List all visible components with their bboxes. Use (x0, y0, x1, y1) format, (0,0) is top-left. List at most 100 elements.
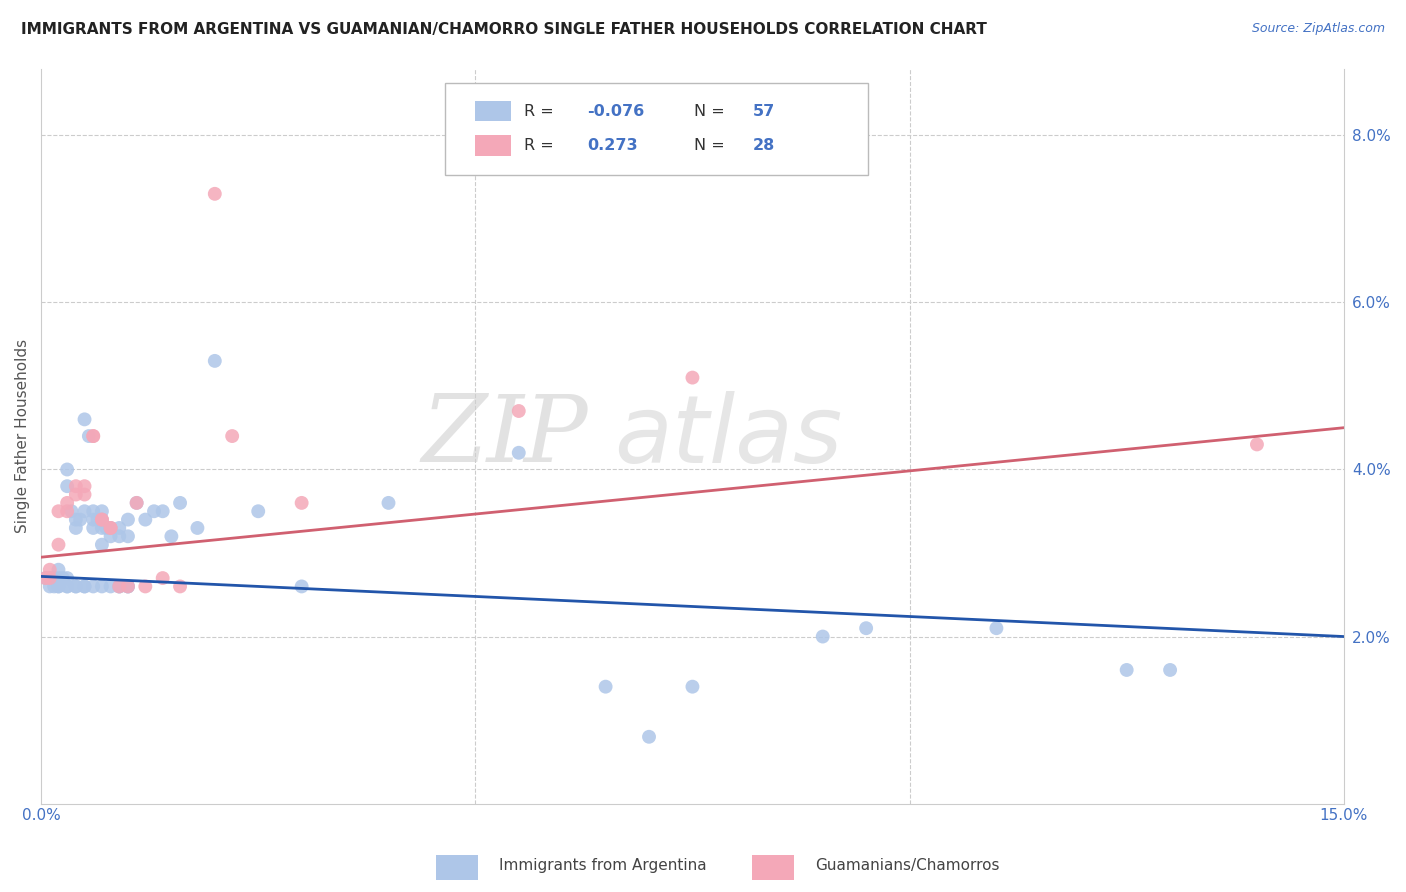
Point (56, 579, 79, 593)
Point (811, 630, 834, 644)
Point (681, 680, 703, 694)
Point (82, 429, 104, 443)
Point (100, 579, 122, 593)
Text: N =: N = (693, 103, 730, 119)
Point (38, 563, 60, 577)
Point (595, 680, 617, 694)
Point (82, 504, 104, 518)
Point (100, 521, 122, 535)
Point (108, 579, 131, 593)
Text: R =: R = (524, 138, 560, 153)
Point (100, 529, 122, 543)
Text: R =: R = (524, 103, 560, 119)
Point (508, 446, 530, 460)
Point (65, 579, 87, 593)
Point (44, 571, 66, 585)
Text: IMMIGRANTS FROM ARGENTINA VS GUAMANIAN/CHAMORRO SINGLE FATHER HOUSEHOLDS CORRELA: IMMIGRANTS FROM ARGENTINA VS GUAMANIAN/C… (21, 22, 987, 37)
Point (65, 521, 87, 535)
Point (108, 579, 131, 593)
Text: Guamanians/Chamorros: Guamanians/Chamorros (815, 858, 1000, 872)
Point (90, 579, 112, 593)
Point (117, 513, 139, 527)
Point (48, 579, 70, 593)
Point (52, 571, 75, 585)
Point (73, 579, 96, 593)
Point (90, 513, 112, 527)
Point (125, 496, 148, 510)
FancyBboxPatch shape (444, 83, 869, 175)
Point (34, 571, 56, 585)
Point (38, 571, 60, 585)
Point (56, 462, 79, 476)
Point (56, 571, 79, 585)
Point (48, 538, 70, 552)
Point (204, 186, 226, 201)
Text: 57: 57 (752, 103, 775, 119)
Point (108, 521, 131, 535)
Point (34, 571, 56, 585)
Point (117, 579, 139, 593)
Point (100, 521, 122, 535)
Point (117, 579, 139, 593)
Point (90, 513, 112, 527)
Point (291, 496, 314, 510)
Point (90, 538, 112, 552)
Point (169, 496, 191, 510)
Point (169, 579, 191, 593)
Point (134, 579, 156, 593)
Point (65, 513, 87, 527)
Point (56, 579, 79, 593)
Text: 28: 28 (752, 138, 775, 153)
Point (247, 504, 270, 518)
Point (82, 521, 104, 535)
Point (125, 496, 148, 510)
Point (90, 513, 112, 527)
Point (73, 487, 96, 501)
Point (855, 621, 877, 635)
Text: N =: N = (693, 138, 730, 153)
Point (56, 504, 79, 518)
Text: ZIP: ZIP (422, 391, 588, 481)
Point (377, 496, 399, 510)
FancyBboxPatch shape (475, 101, 512, 121)
Point (152, 571, 174, 585)
Point (69, 513, 91, 527)
Point (143, 504, 166, 518)
FancyBboxPatch shape (752, 855, 794, 880)
Point (73, 412, 96, 426)
Point (73, 579, 96, 593)
Point (48, 563, 70, 577)
Point (134, 513, 156, 527)
Text: Source: ZipAtlas.com: Source: ZipAtlas.com (1251, 22, 1385, 36)
Text: atlas: atlas (614, 391, 842, 482)
Point (508, 404, 530, 418)
Point (38, 579, 60, 593)
Point (108, 529, 131, 543)
Point (108, 579, 131, 593)
Point (1115, 663, 1137, 677)
Point (90, 504, 112, 518)
Point (82, 579, 104, 593)
Point (152, 504, 174, 518)
Point (90, 521, 112, 535)
Point (1159, 663, 1181, 677)
Point (38, 571, 60, 585)
Y-axis label: Single Father Households: Single Father Households (15, 339, 30, 533)
Point (221, 429, 243, 443)
Point (186, 521, 208, 535)
Point (986, 621, 1008, 635)
Point (117, 529, 139, 543)
Text: 0.273: 0.273 (586, 138, 637, 153)
Point (56, 479, 79, 493)
Point (82, 513, 104, 527)
Point (60, 504, 83, 518)
Point (77, 429, 100, 443)
Point (86, 513, 108, 527)
Point (117, 579, 139, 593)
Point (160, 529, 183, 543)
Point (1246, 437, 1268, 451)
Text: Immigrants from Argentina: Immigrants from Argentina (499, 858, 707, 872)
Point (48, 504, 70, 518)
Point (65, 479, 87, 493)
Point (82, 429, 104, 443)
